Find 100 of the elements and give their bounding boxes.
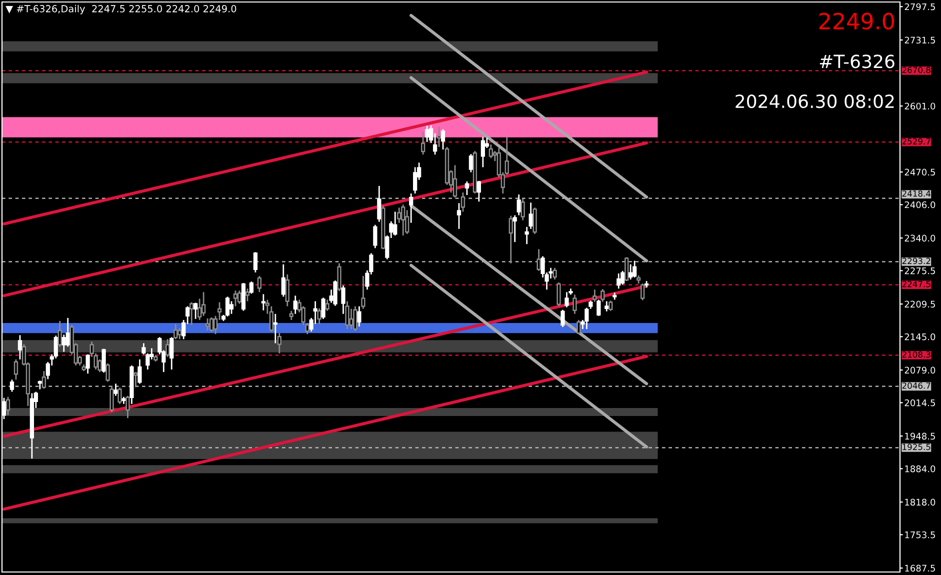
y-tick-label: 2079.0 [904,366,936,374]
annotation: #T-6326 [820,54,894,68]
candlestick [357,306,362,328]
candlestick [532,206,537,235]
candlestick [528,202,533,230]
candlestick [190,302,194,326]
ref-line-label: 2108.3 [902,351,930,358]
candlestick [409,192,414,224]
candlestick [166,338,170,358]
annotation: 2249.0 [819,12,894,30]
candlestick [393,211,398,236]
candlestick [170,336,174,370]
candlestick [564,291,569,308]
candlestick [464,180,470,196]
candlestick [281,264,286,298]
ref-line-label: 2247.5 [902,280,930,288]
candlestick [349,308,354,330]
candlestick [253,251,258,274]
annotation: 2024.06.30 08:02 [736,94,894,108]
candlestick [397,206,402,224]
candlestick [524,226,529,245]
candlestick [201,291,206,317]
candlestick [401,204,406,236]
y-tick-label: 2731.5 [904,36,935,44]
candlestick [592,288,597,302]
candlestick [616,272,621,290]
candlestick [118,387,122,405]
candlestick [604,300,609,312]
candlestick [424,125,430,143]
candlestick [536,248,541,272]
candlestick [273,313,278,344]
candlestick [174,323,178,340]
candlestick [373,224,378,249]
candlestick [460,192,466,212]
candlestick [452,164,458,198]
candlestick [110,385,114,413]
candlestick [516,194,521,216]
candlestick [468,153,474,173]
y-tick-label: 2145.0 [904,333,936,340]
candlestick [18,334,22,360]
candlestick [413,166,418,194]
candlestick [249,280,254,294]
y-tick-label: 1818.0 [905,498,936,506]
candlestick [632,260,637,278]
ref-line-label: 2670.8 [902,66,930,74]
candlestick [229,300,234,315]
candlestick [520,198,525,222]
candlestick [488,144,493,159]
candlestick [194,302,198,320]
y-tick-label: 1948.5 [905,432,935,440]
candlestick [285,274,290,307]
candlestick [576,319,581,335]
candlestick [600,288,605,302]
candlestick [86,354,90,374]
candlestick [421,131,426,156]
ref-line-label: 2418.4 [902,190,930,197]
candlestick [512,214,517,243]
candlestick [277,332,282,354]
candlestick [106,362,110,382]
candlestick [440,128,446,150]
candlestick [337,262,342,292]
candlestick [436,126,442,148]
y-tick-label: 1884.0 [905,465,936,472]
candlestick [237,290,242,304]
ref-line-label: 1925.5 [902,444,930,450]
candlestick [102,348,106,374]
candlestick [572,294,577,315]
candlestick [321,297,326,320]
candlestick [134,371,138,388]
candlestick [476,180,481,202]
candlestick [233,290,238,307]
candlestick [257,275,262,293]
y-tick-label: 2406.0 [904,201,936,208]
candlestick [317,308,322,325]
ref-line-label: 2293.2 [902,258,930,264]
y-tick-label: 1753.5 [905,531,935,538]
candlestick [325,299,330,312]
candlestick [640,282,645,301]
y-tick-label: 2470.5 [904,168,935,176]
candlestick [341,284,346,315]
candlestick [138,358,142,384]
ref-line-label: 2046.7 [902,382,930,389]
candlestick [10,378,14,392]
y-tick-label: 2014.5 [904,399,935,406]
candlestick [333,280,338,306]
candlestick [620,270,625,286]
candlestick [556,282,561,307]
y-tick-label: 2275.5 [904,267,935,274]
ref-line-label: 2529.7 [902,138,930,144]
y-tick-label: 1687.5 [905,564,935,572]
candlestick [361,275,366,310]
chart-title: ▼ #T-6326,Daily 2247.5 2255.0 2242.0 2249.0 [6,4,236,14]
candlestick [58,320,62,348]
candlestick [42,370,46,390]
candlestick [377,185,382,223]
candlestick [225,296,230,318]
candlestick [552,267,557,280]
candlestick [608,300,613,312]
candlestick [628,264,633,280]
candlestick [289,310,294,321]
